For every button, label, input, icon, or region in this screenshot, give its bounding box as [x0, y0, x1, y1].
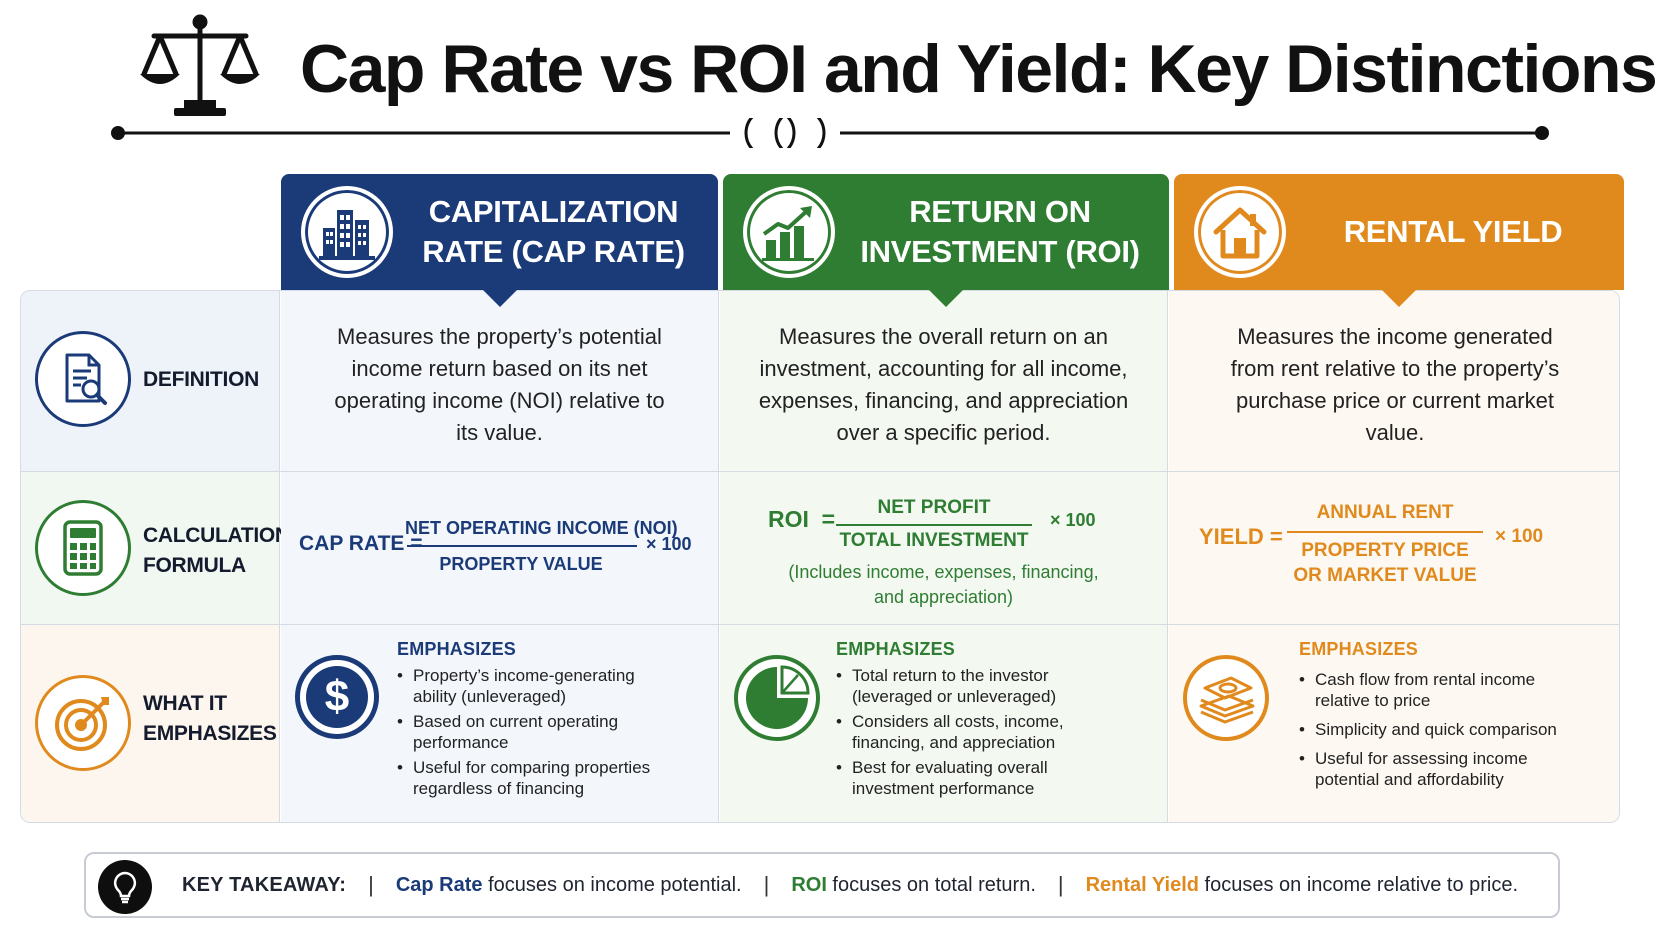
- cap-rate-formula-denominator: PROPERTY VALUE: [439, 554, 603, 574]
- cap-rate-definition: Measures the property’s potential income…: [334, 324, 665, 445]
- house-icon: [1194, 186, 1286, 278]
- buildings-icon: [301, 186, 393, 278]
- roi-emphasizes-list: Total return to the investor (leveraged …: [836, 665, 1066, 803]
- separator: |: [1057, 872, 1064, 897]
- rental-yield-formula-bar: [1287, 531, 1483, 533]
- list-item: Useful for comparing properties regardle…: [397, 757, 677, 799]
- roi-formula-lhs: ROI =: [768, 506, 836, 532]
- definition-row-label: DEFINITION: [21, 291, 280, 471]
- calculator-icon: [35, 500, 131, 596]
- roi-column-header: RETURN ON INVESTMENT (ROI): [723, 174, 1169, 307]
- takeaway-rental-yield-text: focuses on income relative to price.: [1198, 873, 1519, 896]
- roi-formula-note: (Includes income, expenses, financing, a…: [788, 562, 1099, 607]
- takeaway-roi-text: focuses on total return.: [826, 873, 1036, 896]
- cap-rate-formula-cell: CAP RATE = NET OPERATING INCOME (NOI) PR…: [281, 472, 719, 624]
- cap-rate-formula-lhs: CAP RATE =: [299, 532, 423, 555]
- target-icon: [35, 675, 131, 771]
- page-title: Cap Rate vs ROI and Yield: Key Distincti…: [300, 31, 1658, 107]
- key-takeaway-label: KEY TAKEAWAY:: [182, 873, 347, 896]
- key-takeaway-bar: KEY TAKEAWAY: | Cap Rate focuses on inco…: [84, 852, 1560, 918]
- cap-rate-emphasizes-list: Property’s income-generating ability (un…: [397, 665, 677, 803]
- roi-definition: Measures the overall return on an invest…: [758, 324, 1129, 445]
- comparison-table: DEFINITION Measures the property’s poten…: [20, 290, 1620, 823]
- rental-yield-emphasizes-list: Cash flow from rental income relative to…: [1299, 669, 1589, 794]
- roi-column-title: RETURN ON INVESTMENT (ROI): [860, 194, 1140, 269]
- rental-yield-formula-multiplier: × 100: [1495, 526, 1544, 547]
- rental-yield-emphasizes-heading: EMPHASIZES: [1299, 639, 1419, 659]
- list-item: Considers all costs, income, financing, …: [836, 711, 1066, 753]
- cap-rate-formula: CAP RATE = NET OPERATING INCOME (NOI) PR…: [281, 472, 718, 624]
- roi-formula-bar: [836, 524, 1032, 526]
- balance-scale-icon: [140, 14, 260, 116]
- roi-formula: ROI = NET PROFIT TOTAL INVESTMENT × 100 …: [720, 472, 1167, 624]
- list-item: Simplicity and quick comparison: [1299, 719, 1589, 740]
- roi-formula-cell: ROI = NET PROFIT TOTAL INVESTMENT × 100 …: [720, 472, 1168, 624]
- list-item: Best for evaluating overall investment p…: [836, 757, 1066, 799]
- title-area: Cap Rate vs ROI and Yield: Key Distincti…: [0, 0, 1672, 160]
- rental-yield-formula-cell: YIELD = ANNUAL RENT PROPERTY PRICE OR MA…: [1169, 472, 1619, 624]
- separator: |: [763, 872, 770, 897]
- rental-yield-column-header: RENTAL YIELD: [1174, 174, 1624, 307]
- cap-rate-column-title: CAPITALIZATION RATE (CAP RATE): [422, 194, 685, 269]
- cap-rate-definition-cell: Measures the property’s potential income…: [281, 291, 719, 471]
- takeaway-cap-rate: Cap Rate focuses on income potential.: [396, 874, 742, 897]
- emphasizes-row: WHAT IT EMPHASIZES $ EMPHASIZES Property…: [21, 624, 1619, 822]
- dollar-icon: $: [295, 655, 379, 739]
- rental-yield-definition: Measures the income generated from rent …: [1230, 324, 1560, 445]
- key-takeaway-text: KEY TAKEAWAY: | Cap Rate focuses on inco…: [182, 854, 1518, 916]
- separator: |: [368, 872, 374, 897]
- document-search-icon: [35, 331, 131, 427]
- cash-stack-icon: [1183, 655, 1269, 741]
- list-item: Property’s income-generating ability (un…: [397, 665, 677, 707]
- list-item: Cash flow from rental income relative to…: [1299, 669, 1589, 711]
- cap-rate-header-pointer: [481, 289, 518, 307]
- roi-header-pointer: [928, 289, 964, 307]
- cap-rate-column-header: CAPITALIZATION RATE (CAP RATE): [281, 174, 718, 307]
- roi-emphasizes-cell: EMPHASIZES Total return to the investor …: [720, 625, 1168, 822]
- title-divider: [111, 118, 1549, 148]
- takeaway-cap-rate-text: focuses on income potential.: [482, 873, 742, 896]
- rental-yield-column-title: RENTAL YIELD: [1343, 214, 1563, 249]
- list-item: Useful for assessing income potential an…: [1299, 748, 1589, 790]
- emphasizes-label: WHAT IT EMPHASIZES: [143, 692, 277, 745]
- takeaway-rental-yield-term: Rental Yield: [1085, 873, 1199, 896]
- definition-label: DEFINITION: [143, 368, 259, 391]
- cap-rate-formula-numerator: NET OPERATING INCOME (NOI): [405, 518, 678, 538]
- rental-yield-formula-lhs: YIELD =: [1199, 524, 1283, 549]
- takeaway-roi-term: ROI: [791, 873, 827, 896]
- formula-row-label: CALCULATION FORMULA: [21, 472, 290, 624]
- roi-formula-denominator: TOTAL INVESTMENT: [839, 530, 1029, 551]
- definition-row: DEFINITION Measures the property’s poten…: [21, 291, 1619, 471]
- rental-yield-formula-denominator: PROPERTY PRICE OR MARKET VALUE: [1293, 540, 1477, 586]
- pie-chart-icon: [734, 655, 820, 741]
- rental-yield-emphasizes-cell: EMPHASIZES Cash flow from rental income …: [1169, 625, 1619, 822]
- roi-definition-cell: Measures the overall return on an invest…: [720, 291, 1168, 471]
- rental-yield-header-pointer: [1381, 289, 1417, 307]
- emphasizes-row-label: WHAT IT EMPHASIZES: [21, 625, 280, 822]
- rental-yield-definition-cell: Measures the income generated from rent …: [1169, 291, 1619, 471]
- roi-emphasizes-heading: EMPHASIZES: [836, 639, 956, 659]
- list-item: Based on current operating performance: [397, 711, 677, 753]
- cap-rate-formula-bar: [407, 545, 637, 547]
- rental-yield-formula: YIELD = ANNUAL RENT PROPERTY PRICE OR MA…: [1169, 472, 1619, 624]
- lightbulb-icon: [98, 860, 152, 914]
- roi-formula-numerator: NET PROFIT: [877, 497, 991, 518]
- list-item: Total return to the investor (leveraged …: [836, 665, 1066, 707]
- takeaway-roi: ROI focuses on total return.: [791, 874, 1036, 897]
- takeaway-cap-rate-term: Cap Rate: [395, 873, 483, 896]
- formula-label: CALCULATION FORMULA: [143, 524, 290, 577]
- cap-rate-emphasizes-cell: $ EMPHASIZES Property’s income-generatin…: [281, 625, 719, 822]
- cap-rate-emphasizes-heading: EMPHASIZES: [397, 639, 517, 659]
- roi-formula-multiplier: × 100: [1050, 510, 1096, 530]
- rental-yield-formula-numerator: ANNUAL RENT: [1316, 502, 1454, 523]
- takeaway-rental-yield: Rental Yield focuses on income relative …: [1086, 874, 1518, 897]
- formula-row: CALCULATION FORMULA CAP RATE = NET OPERA…: [21, 471, 1619, 624]
- cap-rate-formula-multiplier: × 100: [646, 534, 692, 554]
- growth-chart-icon: [743, 186, 835, 278]
